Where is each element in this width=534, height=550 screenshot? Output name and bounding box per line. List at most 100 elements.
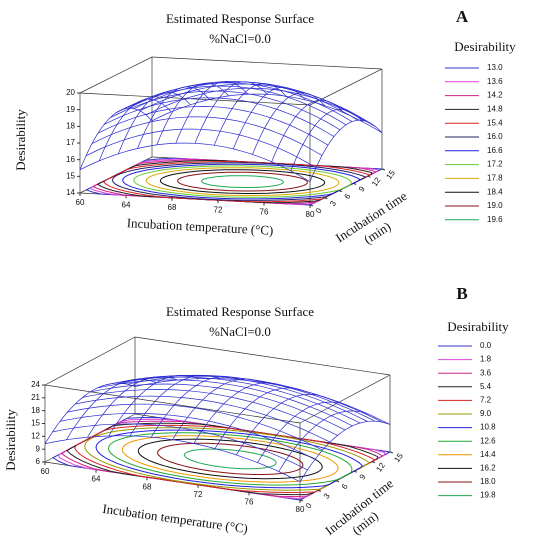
legend-label: 9.0 [480,409,492,418]
y-tick-label: 9 [358,472,368,481]
panel-label: A [456,7,469,26]
y-tick-label: 12 [370,175,383,188]
y-tick [381,168,386,171]
y-tick [389,451,394,454]
legend-label: 7.2 [480,396,492,405]
panel-title: Estimated Response Surface [166,304,314,319]
legend-label: 5.4 [480,382,492,391]
legend-label: 16.2 [480,464,496,473]
y-tick-label: 0 [304,501,314,510]
z-axis-label: Desirability [13,109,28,171]
contour [183,448,277,470]
surface-mesh [236,394,327,456]
contour [111,162,367,201]
legend-label: 3.6 [480,368,492,377]
z-tick-label: 19 [66,105,75,114]
surface-mesh [290,108,364,172]
x-tick-label: 72 [214,205,223,214]
z-tick-label: 24 [31,380,40,389]
panel-subtitle: %NaCl=0.0 [209,31,271,46]
panel-subtitle: %NaCl=0.0 [209,324,271,339]
x-tick-label: 80 [306,210,315,219]
z-tick-label: 16 [66,155,75,164]
contour [95,429,363,489]
legend-label: 14.2 [487,91,503,100]
surface-mesh [151,93,383,134]
surface-mesh [109,90,341,131]
y-tick [367,175,371,178]
y-tick-label: 12 [374,461,387,474]
z-tick-label: 15 [66,171,75,180]
surface-mesh [137,86,210,149]
surface-mesh [139,83,371,124]
z-tick-label: 15 [31,419,40,428]
panel-title: Estimated Response Surface [166,11,314,26]
legend-label: 19.6 [487,215,503,224]
contour [137,438,323,480]
legend-label: 17.2 [487,160,503,169]
x-axis-label: Incubation temperature (°C) [102,501,249,536]
y-tick [353,182,357,185]
legend-label: 1.8 [480,355,492,364]
contour [145,167,340,196]
box-edge [44,384,301,424]
legend-label: 16.0 [487,132,503,141]
x-tick-label: 64 [122,201,131,210]
surface-mesh [52,423,308,471]
box-edge [44,336,136,386]
legend-label: 10.8 [480,423,496,432]
box-edge [79,56,153,94]
y-tick [335,480,340,483]
z-tick-label: 12 [31,431,40,440]
y-tick [353,470,358,473]
box-edge [151,56,383,70]
contour [159,169,326,194]
z-tick-label: 18 [66,121,75,130]
legend-label: 19.0 [487,201,503,210]
contour [157,442,304,475]
y-tick-label: 15 [392,451,405,464]
contour [74,424,377,494]
legend-label: 16.6 [487,146,503,155]
y-tick-label: 3 [328,199,338,208]
surface-mesh [299,420,391,482]
z-tick-label: 17 [66,138,75,147]
legend-label: 18.0 [480,477,496,486]
surface-mesh [309,119,383,182]
surface-mesh [271,99,344,162]
legend-label: 13.6 [487,77,503,86]
legend-label: 14.8 [487,105,503,114]
legend-label: 15.4 [487,118,503,127]
contour [103,160,372,203]
y-tick-label: 0 [314,206,324,215]
z-tick-label: 9 [36,444,41,453]
contour [107,432,353,486]
x-tick-label: 64 [92,475,101,484]
z-tick-label: 6 [36,457,41,466]
y-tick [338,190,342,193]
surface-mesh [278,410,369,472]
x-tick-label: 76 [260,208,269,217]
panel-label: B [456,284,467,303]
surface-mesh [214,387,306,449]
y-tick-label: 6 [340,482,350,491]
contour [133,165,352,198]
x-tick-label: 80 [296,505,305,514]
surface-mesh [134,378,391,425]
z-tick-label: 21 [31,393,40,402]
y-tick [309,204,314,207]
y-tick [299,499,304,502]
surface-mesh [127,375,383,423]
y-tick [371,461,376,464]
box-edge [299,374,391,424]
z-tick-label: 20 [66,88,75,97]
legend-label: 0.0 [480,341,492,350]
x-tick-label: 68 [168,203,177,212]
contour [121,435,339,483]
z-tick-label: 14 [66,188,75,197]
box-edge [134,336,391,376]
contour [201,175,284,188]
y-tick [324,197,328,200]
x-tick-label: 68 [143,482,152,491]
y-tick [317,489,322,492]
